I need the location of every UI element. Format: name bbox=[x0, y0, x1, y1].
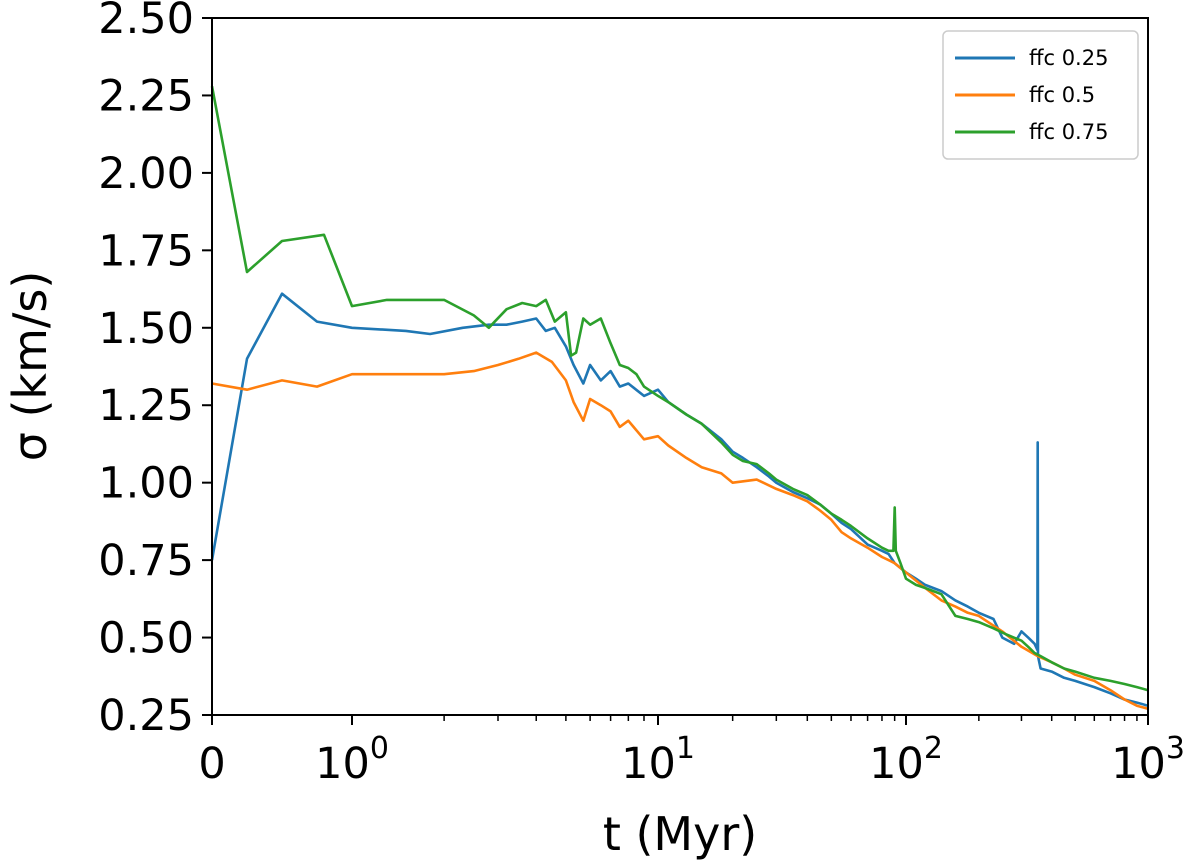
x-tick-label: 100 bbox=[315, 731, 389, 789]
x-tick-label: 101 bbox=[621, 731, 695, 789]
x-tick-label: 0 bbox=[198, 739, 225, 789]
series-layer bbox=[210, 85, 1149, 711]
ticks-layer: 0.25 0.50 0.75 1.00 1.25 1.50 1.75 2.00 2.25 2.50… bbox=[98, 0, 1185, 789]
y-tick-label: 2.50 bbox=[98, 0, 194, 44]
y-tick-label: 1.00 bbox=[98, 459, 194, 509]
y-tick-label: 0.25 bbox=[98, 691, 194, 741]
y-tick-label: 0.50 bbox=[98, 614, 194, 664]
legend-label-ffc-025: ffc 0.25 bbox=[1029, 46, 1108, 70]
y-tick-label: 1.50 bbox=[98, 304, 194, 354]
y-tick-label: 0.75 bbox=[98, 536, 194, 586]
series-line-0 bbox=[210, 292, 1149, 707]
x-tick-label: 103 bbox=[1111, 731, 1185, 789]
series-line-2 bbox=[210, 85, 1149, 692]
legend-box bbox=[942, 30, 1139, 160]
y-tick-label: 1.75 bbox=[98, 226, 194, 276]
y-tick-label: 1.25 bbox=[98, 381, 194, 431]
y-tick-label: 2.25 bbox=[98, 71, 194, 121]
plot-frame bbox=[211, 17, 1149, 716]
y-axis-label: σ (km/s) bbox=[3, 271, 57, 462]
legend: ffc 0.25 ffc 0.5 ffc 0.75 bbox=[942, 30, 1139, 160]
legend-label-ffc-05: ffc 0.5 bbox=[1029, 83, 1095, 107]
series-line-1 bbox=[211, 351, 1149, 711]
x-tick-label: 102 bbox=[869, 731, 943, 789]
y-tick-label: 2.00 bbox=[98, 149, 194, 199]
x-axis-label: t (Myr) bbox=[603, 807, 757, 861]
legend-label-ffc-075: ffc 0.75 bbox=[1029, 120, 1108, 144]
